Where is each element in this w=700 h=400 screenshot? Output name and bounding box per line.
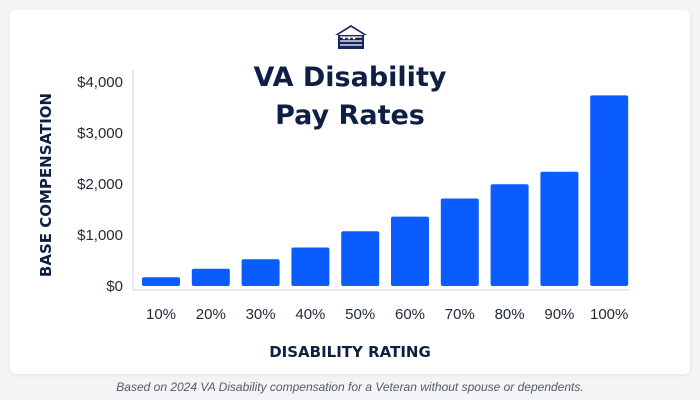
x-tick-label: 20% xyxy=(196,306,226,323)
y-tick-label: $1,000 xyxy=(77,227,123,244)
y-tick-label: $0 xyxy=(106,278,123,295)
y-tick-label: $2,000 xyxy=(77,176,123,193)
bar-80pct xyxy=(490,184,529,286)
bar-60pct xyxy=(391,216,429,286)
house-flag-logo-icon xyxy=(335,25,367,49)
bars-group xyxy=(142,95,629,287)
x-axis-label: DISABILITY RATING xyxy=(269,343,431,361)
bar-90pct xyxy=(540,171,579,286)
x-tick-label: 40% xyxy=(295,306,325,323)
bar-40pct xyxy=(291,247,330,286)
x-tick-label: 80% xyxy=(495,306,525,323)
y-axis-label: BASE COMPENSATION xyxy=(37,93,55,277)
bar-20pct xyxy=(191,268,230,286)
y-tick-label: $3,000 xyxy=(77,125,123,142)
x-tick-label: 50% xyxy=(345,306,375,323)
x-tick-label: 90% xyxy=(544,306,574,323)
chart-title-line-2: Pay Rates xyxy=(275,100,425,131)
y-ticks-group: $0 $1,000 $2,000 $3,000 $4,000 xyxy=(77,74,123,295)
bar-10pct xyxy=(142,277,180,286)
x-tick-label: 60% xyxy=(395,306,425,323)
x-tick-label: 10% xyxy=(146,306,176,323)
x-tick-label: 100% xyxy=(590,306,628,323)
bar-100pct xyxy=(590,95,629,287)
y-tick-label: $4,000 xyxy=(77,74,123,91)
x-tick-label: 70% xyxy=(445,306,475,323)
footnote: Based on 2024 VA Disability compensation… xyxy=(116,380,584,394)
chart-title-line-1: VA Disability xyxy=(254,62,447,93)
bar-30pct xyxy=(241,259,280,286)
x-ticks-group: 10% 20% 30% 40% 50% 60% 70% 80% 90% 100% xyxy=(146,306,628,323)
x-tick-label: 30% xyxy=(246,306,276,323)
bar-70pct xyxy=(440,198,479,286)
bar-50pct xyxy=(341,231,380,286)
